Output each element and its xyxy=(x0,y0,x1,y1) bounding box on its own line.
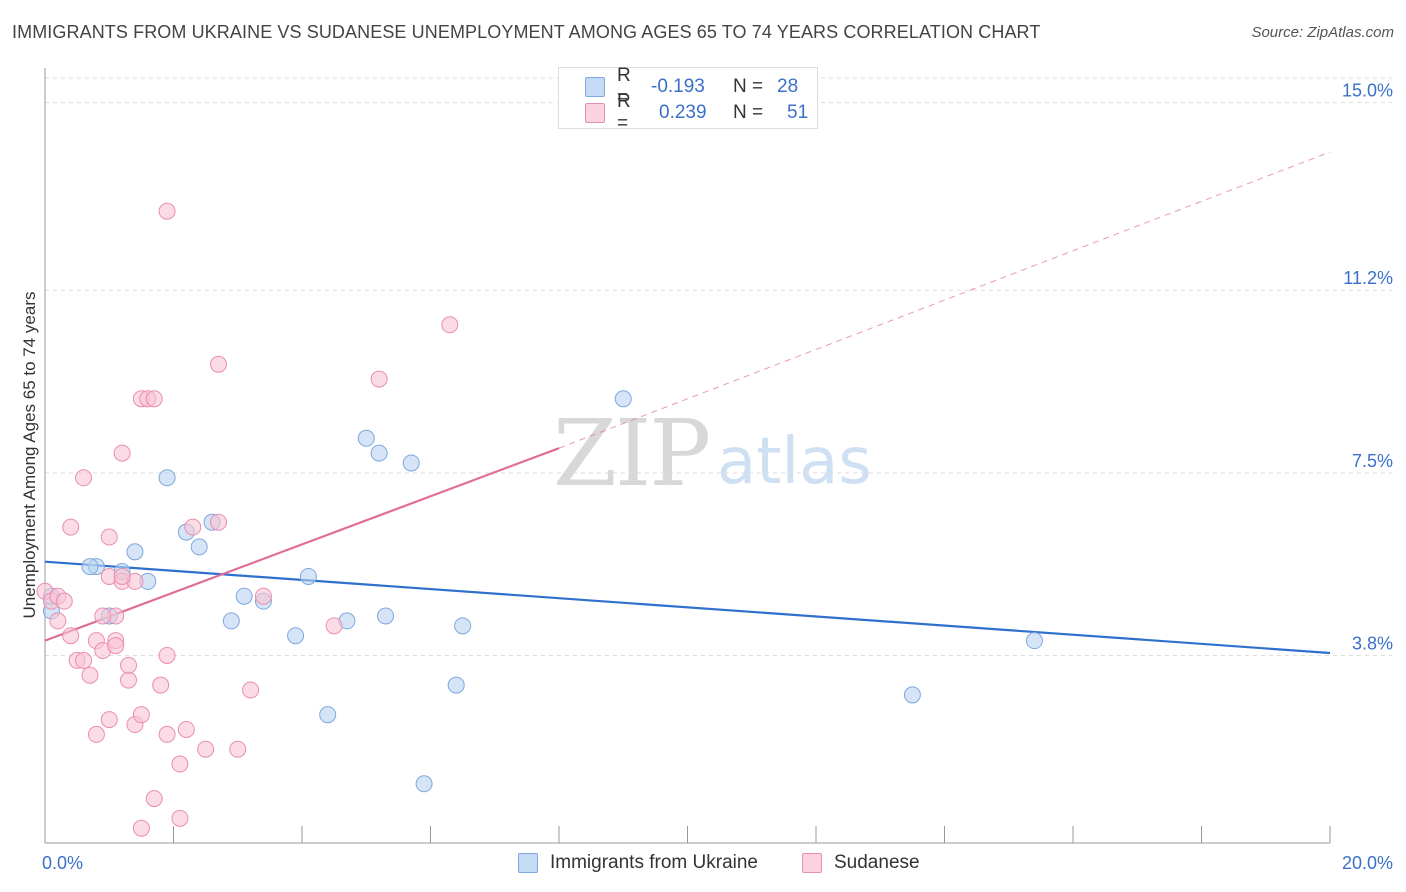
sudanese-point xyxy=(209,355,227,373)
watermark-atlas: atlas xyxy=(717,425,872,499)
grid-layer xyxy=(45,77,1392,656)
sudanese-swatch xyxy=(585,103,605,123)
sudanese-point xyxy=(441,316,459,334)
ukraine-point xyxy=(402,454,420,472)
ukraine-point xyxy=(126,543,144,561)
sudanese-point xyxy=(171,809,189,827)
sudanese-point xyxy=(158,725,176,743)
sudanese-point xyxy=(94,607,112,625)
y-tick-label: 7.5% xyxy=(1352,451,1393,471)
ukraine-point xyxy=(357,429,375,447)
legend-r-value: 0.239 xyxy=(659,102,707,123)
ukraine-point xyxy=(287,627,305,645)
sudanese-trend-line xyxy=(44,447,560,642)
sudanese-trend-extension xyxy=(558,151,1331,449)
ukraine-legend-swatch xyxy=(518,853,538,873)
sudanese-point xyxy=(158,646,176,664)
series-legend: Immigrants from Ukraine Sudanese xyxy=(0,852,1406,878)
sudanese-point xyxy=(75,651,93,669)
sudanese-point xyxy=(158,202,176,220)
legend-n-value: 28 xyxy=(777,76,799,97)
ukraine-point xyxy=(370,444,388,462)
watermark-zip: ZIP xyxy=(553,400,711,507)
legend-n-value: 51 xyxy=(787,102,809,123)
ukraine-point xyxy=(614,390,632,408)
point-layer xyxy=(36,202,1043,837)
sudanese-point xyxy=(100,711,118,729)
legend-n-label: N = xyxy=(733,102,764,123)
sudanese-point xyxy=(100,528,118,546)
sudanese-point xyxy=(254,587,272,605)
sudanese-point xyxy=(152,676,170,694)
y-tick-label: 3.8% xyxy=(1352,633,1393,653)
sudanese-point xyxy=(75,469,93,487)
sudanese-legend-swatch xyxy=(802,853,822,873)
legend-row-sudanese: R = 0.239 N = 51 xyxy=(585,91,809,134)
legend-r-value: -0.193 xyxy=(651,76,705,97)
sudanese-point xyxy=(62,627,80,645)
sudanese-point xyxy=(120,656,138,674)
sudanese-point xyxy=(132,706,150,724)
sudanese-point xyxy=(62,518,80,536)
y-axis-label: Unemployment Among Ages 65 to 74 years xyxy=(20,291,39,619)
sudanese-legend-label: Sudanese xyxy=(834,852,920,873)
ukraine-point xyxy=(377,607,395,625)
axis-layer xyxy=(44,68,1331,844)
sudanese-point xyxy=(370,370,388,388)
tick-label-layer: 3.8% 7.5% 11.2% 15.0% 0.0% 20.0% xyxy=(42,81,1393,873)
sudanese-point xyxy=(107,637,125,655)
sudanese-point xyxy=(229,740,247,758)
sudanese-point xyxy=(120,671,138,689)
sudanese-point xyxy=(113,444,131,462)
trend-layer xyxy=(44,151,1331,655)
y-tick-label: 15.0% xyxy=(1342,81,1393,101)
sudanese-point xyxy=(209,513,227,531)
ukraine-point xyxy=(81,558,99,576)
sudanese-point xyxy=(113,567,131,585)
ukraine-point xyxy=(190,538,208,556)
legend-item-sudanese[interactable]: Sudanese xyxy=(802,852,920,874)
legend-item-ukraine[interactable]: Immigrants from Ukraine xyxy=(518,852,758,874)
sudanese-point xyxy=(177,720,195,738)
ukraine-point xyxy=(235,587,253,605)
sudanese-point xyxy=(197,740,215,758)
sudanese-point xyxy=(55,592,73,610)
sudanese-point xyxy=(184,518,202,536)
ukraine-point xyxy=(158,469,176,487)
y-tick-label: 11.2% xyxy=(1343,268,1393,288)
ukraine-point xyxy=(454,617,472,635)
legend-row-ukraine: R = -0.193 N = 28 xyxy=(585,65,799,108)
sudanese-point xyxy=(242,681,260,699)
ukraine-swatch xyxy=(585,77,605,97)
ukraine-point xyxy=(319,706,337,724)
legend-r-label: R = xyxy=(617,91,631,134)
correlation-legend: R = -0.193 N = 28 R = 0.239 N = 51 xyxy=(558,65,818,134)
ukraine-point xyxy=(447,676,465,694)
chart-title: IMMIGRANTS FROM UKRAINE VS SUDANESE UNEM… xyxy=(12,22,1041,42)
sudanese-point xyxy=(145,390,163,408)
sudanese-point xyxy=(325,617,343,635)
x-tick-label: 0.0% xyxy=(42,853,83,873)
sudanese-point xyxy=(49,612,67,630)
x-tick-label: 20.0% xyxy=(1342,853,1393,873)
ukraine-point xyxy=(415,775,433,793)
ukraine-point xyxy=(299,567,317,585)
legend-n-label: N = xyxy=(733,76,764,97)
sudanese-point xyxy=(145,790,163,808)
ukraine-point xyxy=(1025,632,1043,650)
sudanese-point xyxy=(87,725,105,743)
legend-r-label: R = xyxy=(617,65,631,108)
ukraine-point xyxy=(903,686,921,704)
ukraine-point xyxy=(222,612,240,630)
sudanese-point xyxy=(81,666,99,684)
sudanese-point xyxy=(132,819,150,837)
sudanese-point xyxy=(171,755,189,773)
chart-source: Source: ZipAtlas.com xyxy=(1251,24,1394,41)
ukraine-legend-label: Immigrants from Ukraine xyxy=(550,852,758,873)
ukraine-trend-line xyxy=(44,560,1331,655)
